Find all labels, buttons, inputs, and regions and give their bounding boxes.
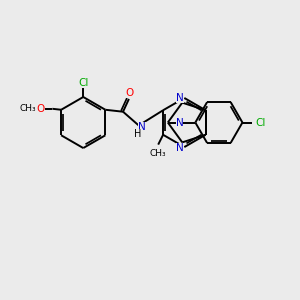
Text: N: N [138, 122, 146, 132]
Text: N: N [176, 143, 184, 153]
Text: O: O [36, 104, 45, 114]
Text: N: N [176, 93, 184, 103]
Text: CH₃: CH₃ [19, 104, 36, 113]
Text: Cl: Cl [255, 118, 265, 128]
Text: H: H [134, 129, 141, 139]
Text: CH₃: CH₃ [150, 148, 166, 158]
Text: Cl: Cl [78, 78, 88, 88]
Text: O: O [126, 88, 134, 98]
Text: N: N [176, 118, 183, 128]
